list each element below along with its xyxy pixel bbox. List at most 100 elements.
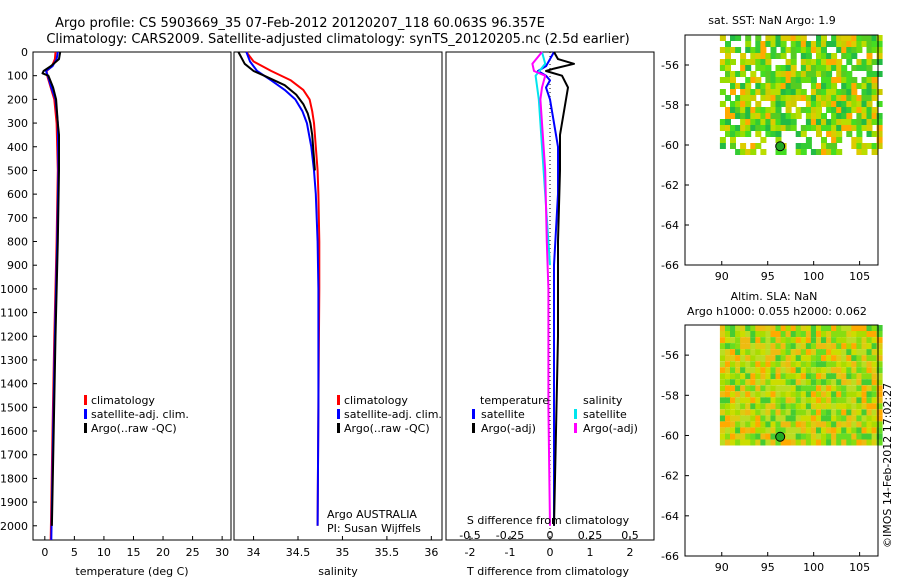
map-cell <box>725 343 731 350</box>
map-cell <box>846 59 853 65</box>
map-y-tick-label: -62 <box>661 179 679 192</box>
map-cell <box>836 95 843 101</box>
map-cell <box>785 47 792 53</box>
map-x-tick-label: 90 <box>715 561 729 574</box>
map-cell <box>725 385 731 392</box>
difference-line-blue <box>537 51 559 526</box>
map-cell <box>836 65 843 71</box>
map-cell <box>735 415 742 422</box>
map-cell <box>740 415 747 422</box>
map-cell <box>795 385 802 392</box>
map-cell <box>856 349 863 356</box>
map-cell <box>805 41 812 47</box>
map-cell <box>810 385 817 392</box>
map-cell <box>856 415 863 422</box>
map-cell <box>810 47 817 53</box>
map-cell <box>790 403 797 410</box>
map-cell <box>836 77 843 83</box>
map-cell <box>876 343 883 350</box>
map-cell <box>861 59 868 65</box>
map-cell <box>851 41 858 47</box>
map-cell <box>745 65 752 71</box>
map-cell <box>785 403 792 410</box>
argo-institution: Argo AUSTRALIA <box>327 508 417 521</box>
map-cell <box>836 107 843 113</box>
map-cell <box>805 337 812 344</box>
map-cell <box>836 89 843 95</box>
map-cell <box>846 373 853 380</box>
map-cell <box>775 361 782 368</box>
map-cell <box>821 427 827 434</box>
map-cell <box>795 149 802 155</box>
map-cell <box>735 439 742 446</box>
map-cell <box>750 385 757 392</box>
map-cell <box>745 59 752 65</box>
map-cell <box>866 143 873 149</box>
map-cell <box>780 415 787 422</box>
map-cell <box>735 107 742 113</box>
map-cell <box>780 343 787 350</box>
map-cell <box>871 35 878 41</box>
map-cell <box>816 71 822 77</box>
map-cell <box>846 415 853 422</box>
map-cell <box>735 403 742 410</box>
map-cell <box>821 143 827 149</box>
map-cell <box>750 149 757 155</box>
y-tick-label: 1900 <box>0 496 28 509</box>
map-cell <box>750 439 757 446</box>
map-cell <box>836 361 843 368</box>
map-cell <box>745 125 752 131</box>
legend-temperature-item: Argo(-adj) <box>481 422 536 435</box>
map-cell <box>826 149 833 155</box>
map-cell <box>750 59 757 65</box>
map-cell <box>775 149 782 155</box>
map-cell <box>826 53 833 59</box>
map-cell <box>750 373 757 380</box>
map-cell <box>765 415 772 422</box>
x-tick-label: 20 <box>156 546 170 559</box>
map-cell <box>765 35 772 41</box>
map-cell <box>770 107 777 113</box>
map-cell <box>775 125 782 131</box>
map-cell <box>856 101 863 107</box>
map-cell <box>836 391 843 398</box>
map-cell <box>719 35 726 41</box>
temperature-axes-box <box>32 51 232 541</box>
map-cell <box>735 125 742 131</box>
map-cell <box>765 337 772 344</box>
map-cell <box>810 59 817 65</box>
map-cell <box>856 439 863 446</box>
map-cell <box>871 427 878 434</box>
map-cell <box>851 349 858 356</box>
map-cell <box>846 89 853 95</box>
map-cell <box>800 41 807 47</box>
map-cell <box>821 409 827 416</box>
map-cell <box>740 71 747 77</box>
map-cell <box>851 415 858 422</box>
map-cell <box>851 47 858 53</box>
map-cell <box>816 337 822 344</box>
map-cell <box>725 355 731 362</box>
map-cell <box>856 433 863 440</box>
y-tick-label: 800 <box>7 236 28 249</box>
map-cell <box>765 343 772 350</box>
map-cell <box>816 415 822 422</box>
map-cell <box>871 131 878 137</box>
map-cell <box>775 427 782 434</box>
map-cell <box>846 41 853 47</box>
map-cell <box>795 143 802 149</box>
map-cell <box>735 131 742 137</box>
map-cell <box>785 101 792 107</box>
profile-line-blue <box>245 51 320 526</box>
map-cell <box>785 325 792 331</box>
map-cell <box>816 59 822 65</box>
map-y-tick-label: -60 <box>661 139 679 152</box>
map-cell <box>805 391 812 398</box>
map-cell <box>876 415 883 422</box>
map-cell <box>770 125 777 131</box>
map-cell <box>785 107 792 113</box>
difference-line-magenta <box>531 51 551 526</box>
map-cell <box>780 439 787 446</box>
map-cell <box>780 35 787 41</box>
map-cell <box>719 421 726 428</box>
